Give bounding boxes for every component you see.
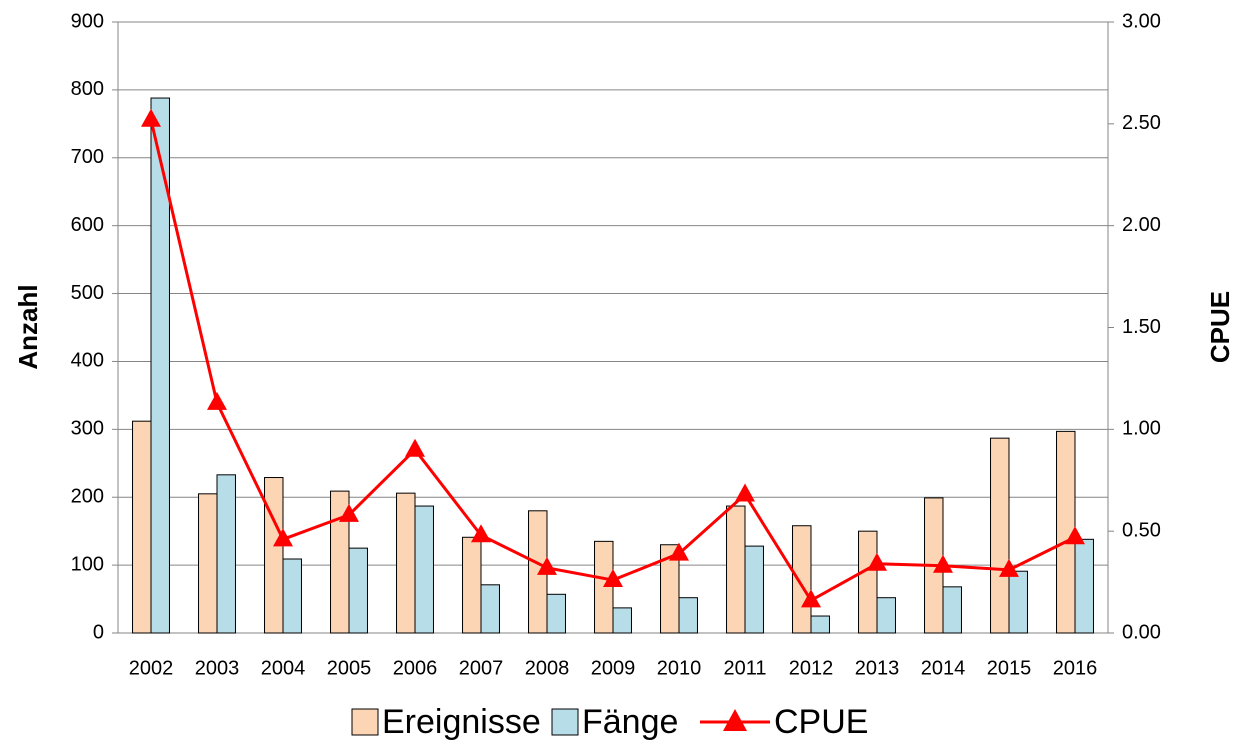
bar (216, 474, 236, 634)
legend-swatch (551, 708, 579, 736)
bar (150, 97, 170, 634)
bar (132, 420, 152, 634)
line-marker (537, 556, 557, 575)
y-tick-label: 0 (93, 621, 104, 643)
bar (414, 505, 434, 634)
y2-tick-label: 1.00 (1122, 418, 1161, 440)
y-tick-label: 100 (71, 553, 104, 575)
bar (660, 544, 680, 634)
x-tick-label: 2009 (591, 657, 636, 679)
line-marker (999, 558, 1019, 577)
legend-label: Ereignisse (382, 703, 541, 741)
line-marker (801, 589, 821, 608)
bar (282, 558, 302, 634)
x-tick-label: 2016 (1053, 657, 1098, 679)
x-tick-label: 2012 (789, 657, 834, 679)
y2-tick-label: 2.00 (1122, 214, 1161, 236)
y2-tick-label: 1.50 (1122, 316, 1161, 338)
y-tick-label: 400 (71, 350, 104, 372)
legend-swatch (351, 708, 379, 736)
x-tick-label: 2014 (921, 657, 966, 679)
line-marker (867, 552, 887, 571)
x-tick-label: 2013 (855, 657, 900, 679)
y-tick-label: 300 (71, 418, 104, 440)
x-tick-label: 2005 (327, 657, 372, 679)
y-tick-label: 800 (71, 78, 104, 100)
x-tick-label: 2006 (393, 657, 438, 679)
y2-tick-label: 0.50 (1122, 519, 1161, 541)
bar (810, 615, 830, 634)
bar (744, 545, 764, 634)
line-marker (1065, 526, 1085, 545)
line-marker (933, 554, 953, 573)
line-marker (273, 528, 293, 547)
y-tick-label: 500 (71, 282, 104, 304)
bar (546, 593, 566, 634)
legend-label: CPUE (774, 703, 868, 741)
x-tick-label: 2011 (723, 657, 766, 679)
x-tick-label: 2015 (987, 657, 1032, 679)
line-marker (471, 524, 491, 543)
bar (480, 584, 500, 634)
y-tick-label: 700 (71, 146, 104, 168)
bar (1008, 570, 1028, 634)
bar (462, 536, 482, 634)
y-tick-label: 600 (71, 214, 104, 236)
y-tick-label: 900 (71, 10, 104, 32)
x-tick-label: 2002 (129, 657, 174, 679)
bar (264, 477, 284, 634)
bar (612, 607, 632, 634)
line-marker (603, 569, 623, 588)
line-marker (339, 503, 359, 522)
line-marker (141, 108, 161, 127)
y-tick-label: 200 (71, 486, 104, 508)
bar (792, 525, 812, 634)
y-axis-title: Anzahl (13, 284, 43, 369)
legend-marker (723, 709, 747, 731)
bar (594, 540, 614, 634)
bar (678, 597, 698, 634)
bar (990, 437, 1010, 634)
y2-tick-label: 3.00 (1122, 10, 1161, 32)
line-marker (207, 391, 227, 410)
bar (1074, 538, 1094, 634)
bar (396, 492, 416, 634)
bar (876, 597, 896, 634)
x-tick-label: 2007 (459, 657, 504, 679)
bar (198, 493, 218, 634)
line-marker (669, 542, 689, 561)
x-tick-label: 2008 (525, 657, 570, 679)
bar (726, 505, 746, 634)
y2-tick-label: 0.00 (1122, 621, 1161, 643)
y2-tick-label: 2.50 (1122, 112, 1161, 134)
x-tick-label: 2004 (261, 657, 306, 679)
y2-axis-title: CPUE (1205, 291, 1235, 363)
x-tick-label: 2010 (657, 657, 702, 679)
bar (348, 547, 368, 634)
line-marker (405, 438, 425, 457)
line-marker (735, 483, 755, 502)
x-tick-label: 2003 (195, 657, 240, 679)
legend-label: Fänge (582, 703, 678, 741)
bar (858, 530, 878, 634)
bar (942, 586, 962, 634)
